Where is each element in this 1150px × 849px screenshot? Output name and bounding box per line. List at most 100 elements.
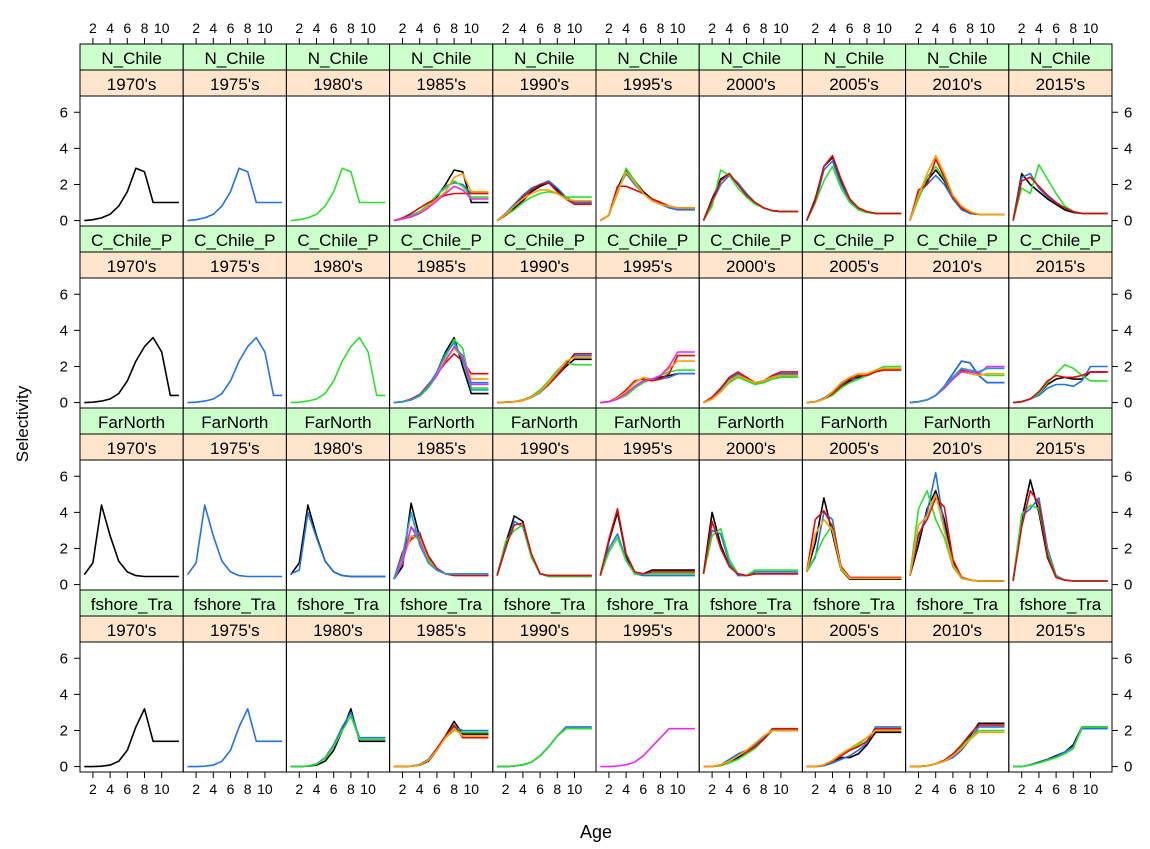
- decade-strip-label: 1985's: [416, 439, 466, 458]
- top-x-tick-label: 8: [657, 20, 665, 36]
- series-line-0: [806, 731, 902, 768]
- top-x-tick-label: 4: [622, 20, 630, 36]
- fleet-strip: [1008, 589, 1113, 617]
- fleet-strip: [79, 225, 184, 253]
- panel-3-7: fshore_Tra 2005's: [801, 589, 907, 773]
- top-x-tick-label: 4: [1035, 20, 1043, 36]
- panel-1-8: C_Chile_P 2010's: [905, 225, 1010, 409]
- decade-strip: [1008, 251, 1113, 279]
- decade-strip: [285, 69, 391, 97]
- panel-2-8: FarNorth 2010's: [905, 407, 1010, 591]
- decade-strip: [492, 615, 597, 643]
- bottom-x-tick-label: 8: [760, 781, 768, 797]
- left-y-tick-label: 0: [60, 213, 68, 230]
- decade-strip: [801, 69, 907, 97]
- bottom-x-tick-label: 6: [536, 781, 544, 797]
- series-line-3: [805, 154, 902, 221]
- series-line-4: [703, 729, 799, 768]
- top-x-tick-label: 8: [450, 20, 458, 36]
- decade-strip-label: 1980's: [313, 75, 363, 94]
- panel-2-6: FarNorth 2000's: [698, 407, 803, 591]
- fleet-strip-label: fshore_Tra: [710, 595, 792, 614]
- series-line-6: [909, 367, 1005, 404]
- bottom-x-tick-label: 6: [743, 781, 751, 797]
- top-x-tick-label: 8: [760, 20, 768, 36]
- series-line-2: [702, 169, 799, 222]
- series-line-2: [496, 190, 592, 222]
- top-x-tick-label: 8: [141, 20, 149, 36]
- bottom-x-tick-label: 2: [1018, 781, 1026, 797]
- series-line-0: [290, 336, 386, 404]
- series-line-3: [599, 507, 695, 576]
- series-line-0: [84, 707, 179, 768]
- series-line-2: [497, 362, 592, 404]
- decade-strip: [79, 69, 184, 97]
- panel-frame: [389, 641, 494, 773]
- fleet-strip: [905, 407, 1010, 435]
- top-x-tick-label: 8: [553, 20, 561, 36]
- fleet-strip: [285, 407, 391, 435]
- fleet-strip-label: N_Chile: [721, 49, 781, 68]
- decade-strip: [182, 433, 287, 461]
- panel-0-9: N_Chile 2015's: [1008, 43, 1113, 227]
- fleet-strip-label: fshore_Tra: [607, 595, 689, 614]
- series-line-4: [806, 367, 902, 404]
- bottom-x-tick-label: 2: [295, 781, 303, 797]
- series-line-3: [805, 509, 902, 579]
- right-y-axis: 0 2 4 6 0 2 4 6 0 2 4 6 0 2 4 6: [1112, 104, 1132, 776]
- panel-frame: [1008, 277, 1113, 409]
- panel-frame: [285, 95, 391, 227]
- series-line-3: [496, 522, 592, 577]
- fleet-strip: [1008, 225, 1113, 253]
- fleet-strip-label: FarNorth: [408, 413, 475, 432]
- bottom-x-tick-label: 10: [360, 781, 376, 797]
- series-line-2: [805, 524, 902, 580]
- series-line-0: [600, 727, 695, 768]
- decade-strip-label: 1970's: [107, 439, 157, 458]
- decade-strip-label: 2015's: [1036, 439, 1086, 458]
- series-line-3: [1012, 176, 1108, 221]
- series-line-4: [805, 518, 902, 580]
- panel-frame: [492, 95, 597, 227]
- series-line-4: [806, 729, 902, 768]
- fleet-strip-label: N_Chile: [205, 49, 265, 68]
- series-line-1: [290, 511, 386, 578]
- fleet-strip-label: FarNorth: [820, 413, 887, 432]
- top-x-tick-label: 4: [725, 20, 733, 36]
- top-x-tick-label: 6: [639, 20, 647, 36]
- series-line-1: [599, 533, 695, 577]
- fleet-strip-label: C_Chile_P: [917, 231, 998, 250]
- panel-frame: [492, 459, 597, 591]
- series-line-1: [496, 180, 592, 222]
- series-line-0: [186, 504, 283, 578]
- series-line-3: [909, 724, 1005, 768]
- series-line-0: [187, 707, 283, 768]
- bottom-x-tick-label: 8: [553, 781, 561, 797]
- decade-strip-label: 2015's: [1036, 257, 1086, 276]
- series-line-2: [600, 369, 695, 404]
- top-x-tick-label: 6: [1052, 20, 1060, 36]
- panel-frame: [595, 641, 700, 773]
- right-y-tick-label: 6: [1124, 650, 1132, 667]
- left-y-tick-label: 4: [60, 322, 68, 339]
- decade-strip: [492, 251, 597, 279]
- series-line-0: [84, 336, 179, 404]
- right-y-tick-label: 6: [1124, 104, 1132, 121]
- top-x-tick-label: 10: [464, 20, 480, 36]
- series-line-1: [909, 360, 1005, 404]
- series-line-3: [1013, 371, 1108, 404]
- top-x-tick-label: 10: [1083, 20, 1099, 36]
- fleet-strip: [801, 225, 907, 253]
- series-line-2: [290, 715, 386, 768]
- fleet-strip: [595, 589, 700, 617]
- fleet-strip-label: FarNorth: [201, 413, 268, 432]
- top-x-tick-label: 2: [192, 20, 200, 36]
- panel-frame: [285, 641, 391, 773]
- series-line-3: [909, 158, 1005, 221]
- series-line-2: [909, 165, 1005, 221]
- top-x-tick-label: 2: [89, 20, 97, 36]
- top-x-tick-label: 2: [502, 20, 510, 36]
- fleet-strip: [905, 225, 1010, 253]
- bottom-x-tick-label: 10: [257, 781, 273, 797]
- panel-grid: N_Chile1970'sN_Chile1975'sN_Chile1980'sN…: [79, 43, 1113, 773]
